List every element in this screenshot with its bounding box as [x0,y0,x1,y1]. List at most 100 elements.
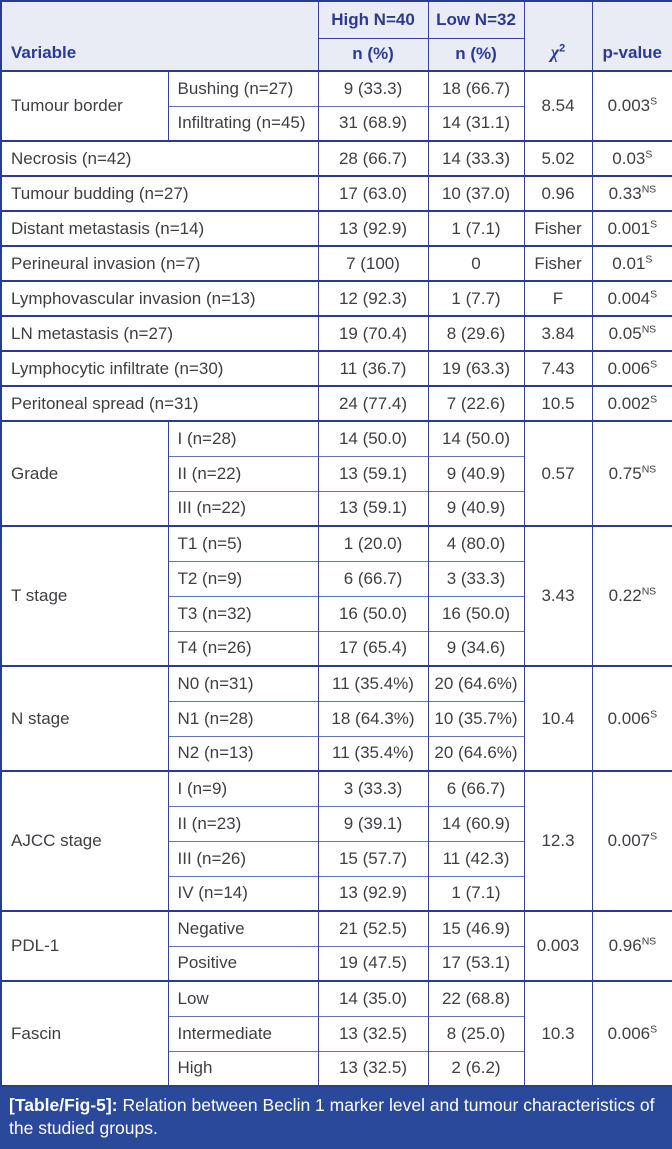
cell-low: 17 (53.1) [427,945,525,981]
cell-high: 7 (100) [317,245,429,281]
cell-p: 0.05NS [591,315,672,351]
cell-chi: 5.02 [523,140,593,176]
cell-high: 12 (92.3) [317,280,429,316]
cell-chi: 0.96 [523,175,593,211]
subcategory-label: III (n=22) [167,490,319,526]
cell-low: 14 (31.1) [427,105,525,141]
variable-label: Distant metastasis (n=14) [0,210,319,246]
cell-chi: F [523,280,593,316]
cell-low: 1 (7.1) [427,210,525,246]
table-row: Necrosis (n=42) 28 (66.7) 14 (33.3) 5.02… [0,140,672,176]
subcategory-label: T3 (n=32) [167,595,319,631]
variable-label: T stage [0,525,169,666]
subcategory-label: N0 (n=31) [167,665,319,701]
table-body: Tumour border Bushing (n=27) 9 (33.3) 18… [0,70,672,1086]
cell-high: 31 (68.9) [317,105,429,141]
subcategory-label: II (n=22) [167,455,319,491]
cell-high: 19 (70.4) [317,315,429,351]
table-row: II (n=22) 13 (59.1) 9 (40.9) [1,455,672,491]
cell-p: 0.004S [591,280,672,316]
cell-chi: 3.84 [523,315,593,351]
cell-chi: 10.5 [523,385,593,421]
table-row: Tumour border Bushing (n=27) 9 (33.3) 18… [0,70,672,141]
cell-low: 2 (6.2) [427,1050,525,1086]
cell-low: 15 (46.9) [427,910,525,946]
cell-high: 21 (52.5) [317,910,429,946]
header-low-npct: n (%) [427,37,525,71]
table-row: III (n=22) 13 (59.1) 9 (40.9) [1,490,672,526]
table-row: T2 (n=9) 6 (66.7) 3 (33.3) [1,560,672,596]
cell-low: 9 (40.9) [427,490,525,526]
table-row: N1 (n=28) 18 (64.3%) 10 (35.7%) [1,700,672,736]
cell-high: 17 (63.0) [317,175,429,211]
table-row: AJCC stage I (n=9) 3 (33.3) 6 (66.7) 12.… [0,770,672,911]
subcategory-label: Low [167,980,319,1016]
cell-high: 15 (57.7) [317,840,429,876]
cell-p: 0.96NS [591,910,672,981]
cell-low: 14 (60.9) [427,805,525,841]
cell-p: 0.03S [591,140,672,176]
table-row: Distant metastasis (n=14) 13 (92.9) 1 (7… [0,210,672,246]
cell-low: 18 (66.7) [427,70,525,106]
cell-high: 13 (32.5) [317,1015,429,1051]
cell-low: 8 (29.6) [427,315,525,351]
cell-p: 0.33NS [591,175,672,211]
cell-low: 1 (7.7) [427,280,525,316]
table-row: Fascin Low 14 (35.0) 22 (68.8) 10.3 0.00… [0,980,672,1086]
cell-high: 13 (92.9) [317,875,429,911]
table-row: II (n=23) 9 (39.1) 14 (60.9) [1,805,672,841]
table-row: IV (n=14) 13 (92.9) 1 (7.1) [1,875,672,911]
table-row: Lymphovascular invasion (n=13) 12 (92.3)… [0,280,672,316]
subcategory-label: N1 (n=28) [167,700,319,736]
cell-low: 9 (34.6) [427,630,525,666]
subcategory-label: IV (n=14) [167,875,319,911]
cell-low: 16 (50.0) [427,595,525,631]
cell-p: 0.006S [591,350,672,386]
cell-p: 0.22NS [591,525,672,666]
cell-low: 1 (7.1) [427,875,525,911]
cell-chi: 0.003 [523,910,593,981]
subcategory-label: T4 (n=26) [167,630,319,666]
chi-symbol: χ [550,42,560,62]
cell-chi: 0.57 [523,420,593,526]
table-row: PDL-1 Negative 21 (52.5) 15 (46.9) 0.003… [0,910,672,981]
table-row: LN metastasis (n=27) 19 (70.4) 8 (29.6) … [0,315,672,351]
cell-p: 0.01S [591,245,672,281]
cell-high: 13 (32.5) [317,1050,429,1086]
header-variable: Variable [0,1,319,71]
cell-high: 11 (35.4%) [317,735,429,771]
cell-low: 10 (37.0) [427,175,525,211]
header-row-1: Variable High N=40 Low N=32 χ2 p-value [0,1,672,71]
cell-high: 24 (77.4) [317,385,429,421]
cell-high: 6 (66.7) [317,560,429,596]
cell-chi: Fisher [523,245,593,281]
cell-high: 11 (35.4%) [317,665,429,701]
table-row: Intermediate 13 (32.5) 8 (25.0) [1,1015,672,1051]
cell-p: 0.001S [591,210,672,246]
cell-low: 8 (25.0) [427,1015,525,1051]
header-chi-square: χ2 [523,1,593,71]
variable-label: Lymphocytic infiltrate (n=30) [0,350,319,386]
cell-p: 0.006S [591,980,672,1086]
table-row: High 13 (32.5) 2 (6.2) [1,1050,672,1086]
variable-label: Tumour border [0,70,169,141]
subcategory-label: I (n=9) [167,770,319,806]
variable-label: PDL-1 [0,910,169,981]
cell-low: 0 [427,245,525,281]
cell-high: 9 (33.3) [317,70,429,106]
cell-low: 11 (42.3) [427,840,525,876]
table-row: N2 (n=13) 11 (35.4%) 20 (64.6%) [1,735,672,771]
cell-high: 17 (65.4) [317,630,429,666]
figure-caption: [Table/Fig-5]: Relation between Beclin 1… [0,1087,672,1149]
variable-label: Perineural invasion (n=7) [0,245,319,281]
subcategory-label: Negative [167,910,319,946]
cell-high: 1 (20.0) [317,525,429,561]
cell-p: 0.006S [591,665,672,771]
cell-chi: 10.4 [523,665,593,771]
table-header: Variable High N=40 Low N=32 χ2 p-value n… [0,1,672,71]
variable-label: LN metastasis (n=27) [0,315,319,351]
cell-high: 3 (33.3) [317,770,429,806]
variable-label: Fascin [0,980,169,1086]
subcategory-label: N2 (n=13) [167,735,319,771]
